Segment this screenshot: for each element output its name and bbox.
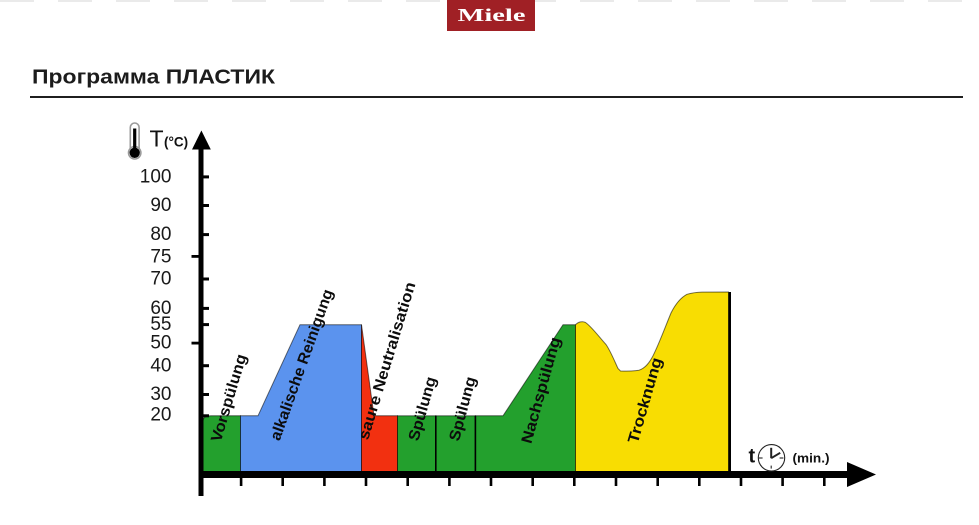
svg-text:(min.): (min.) bbox=[793, 450, 830, 465]
svg-text:80: 80 bbox=[150, 224, 171, 245]
svg-text:Программа ПЛАСТИК: Программа ПЛАСТИК bbox=[32, 66, 276, 89]
svg-text:60: 60 bbox=[150, 298, 171, 319]
svg-text:Miele: Miele bbox=[458, 5, 526, 25]
svg-text:100: 100 bbox=[140, 167, 172, 188]
svg-text:20: 20 bbox=[150, 404, 171, 425]
svg-text:(°C): (°C) bbox=[164, 134, 188, 149]
svg-text:55: 55 bbox=[150, 314, 171, 335]
svg-text:90: 90 bbox=[150, 195, 171, 216]
svg-text:t: t bbox=[749, 446, 756, 468]
svg-text:40: 40 bbox=[150, 355, 171, 376]
svg-text:50: 50 bbox=[150, 333, 171, 354]
svg-text:30: 30 bbox=[150, 384, 171, 405]
svg-text:70: 70 bbox=[150, 269, 171, 290]
svg-text:75: 75 bbox=[150, 247, 171, 268]
svg-text:T: T bbox=[150, 126, 164, 152]
